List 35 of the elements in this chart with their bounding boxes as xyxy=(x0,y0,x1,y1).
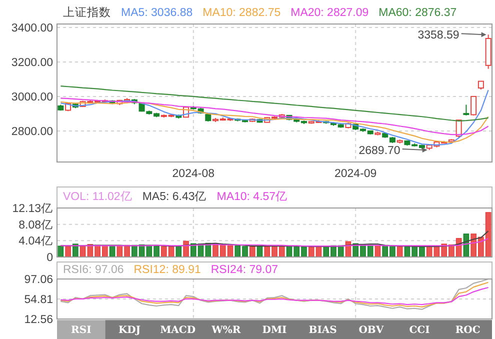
annotation: 3358.59 xyxy=(418,30,460,42)
y-tick-label: 8.08亿 xyxy=(18,218,53,232)
text: MA20: 2827.09 xyxy=(290,7,369,19)
text: MA60: 2876.37 xyxy=(378,7,457,19)
text: W%R xyxy=(210,325,242,336)
chart-title: VOL: 11.02亿 xyxy=(63,190,132,203)
y-tick-label: 3400.00 xyxy=(11,22,53,34)
text: BIAS xyxy=(308,325,337,336)
text: CCI xyxy=(409,325,430,336)
y-tick-label: 97.06 xyxy=(24,274,53,286)
x-tick-label: 2024-09 xyxy=(334,168,377,180)
text: ROC xyxy=(455,325,480,336)
annotation: 2689.70 xyxy=(358,144,400,157)
y-tick-label: 12.56 xyxy=(24,314,53,326)
text: MA5: 6.43亿 xyxy=(142,190,207,203)
text: RSI xyxy=(71,325,92,336)
text: MACD xyxy=(160,325,196,336)
chart-title: 上证指数 xyxy=(63,6,111,19)
x-tick-label: 2024-08 xyxy=(172,168,215,180)
y-tick-label: 4.04亿 xyxy=(18,234,53,248)
text: OBV xyxy=(358,325,384,336)
text: DMI xyxy=(262,325,288,336)
y-tick-label: 0 xyxy=(46,252,53,264)
y-tick-label: 54.81 xyxy=(24,294,53,306)
series-label: RSI6: 97.06 xyxy=(63,264,124,276)
text: KDJ xyxy=(118,325,141,336)
text: MA5: 3036.88 xyxy=(121,7,193,19)
y-tick-label: 3200.00 xyxy=(11,56,53,69)
series-label: RSI12: 89.91 xyxy=(134,264,201,276)
y-tick-label: 2800.00 xyxy=(11,126,53,138)
text: MA10: 2882.75 xyxy=(202,7,281,19)
y-tick-label: 12.13亿 xyxy=(12,202,53,215)
y-tick-label: 3000.00 xyxy=(11,91,53,104)
text: MA10: 4.57亿 xyxy=(216,190,288,203)
text: RSI24: 79.07 xyxy=(210,264,278,276)
